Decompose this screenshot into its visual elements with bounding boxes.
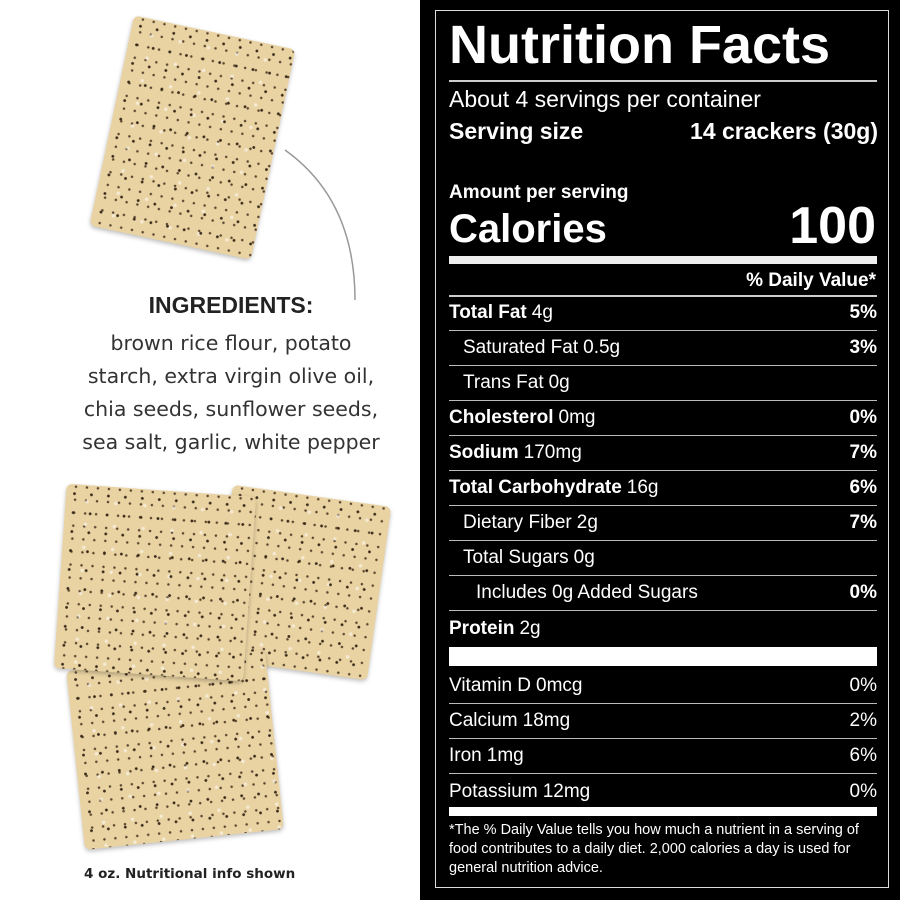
nutrient-row: Protein 2g: [449, 611, 877, 646]
nutrient-amount: 1mg: [486, 745, 524, 766]
product-panel: INGREDIENTS: brown rice flour, potato st…: [0, 0, 420, 900]
label-border: [435, 10, 889, 888]
nutrient-name: Calcium: [449, 710, 518, 731]
nutrient-name: Includes 0g Added Sugars: [476, 582, 698, 603]
nutrient-name: Potassium: [449, 780, 538, 802]
thick-divider: [449, 256, 877, 264]
nutrient-name: Sodium: [449, 442, 519, 463]
thick-divider: [449, 647, 877, 666]
ingredients-line: sea salt, garlic, white pepper: [82, 430, 380, 454]
nutrient-daily-value: 0%: [849, 582, 877, 603]
curved-line-decoration: [284, 149, 356, 301]
calories-value: 100: [789, 197, 876, 255]
nutrient-name: Cholesterol: [449, 407, 554, 428]
nutrient-daily-value: 7%: [849, 442, 877, 463]
ingredients-line: brown rice flour, potato: [110, 331, 352, 355]
nutrient-daily-value: 0%: [849, 675, 877, 696]
nutrient-row: Potassium 12mg 0%: [449, 774, 877, 809]
serving-size-value: 14 crackers (30g): [690, 118, 878, 144]
nutrient-amount: 4g: [531, 302, 553, 323]
nutrient-amount: 0mcg: [536, 675, 583, 696]
nutrient-name: Trans Fat: [463, 372, 544, 393]
nutrient-amount: 16g: [626, 477, 659, 498]
nutrient-amount: 12mg: [542, 780, 591, 802]
nutrient-daily-value: 0%: [849, 407, 877, 428]
ingredients-line: starch, extra virgin olive oil,: [87, 364, 375, 388]
daily-value-footnote: *The % Daily Value tells you how much a …: [449, 822, 859, 876]
cracker-image-front: [53, 483, 257, 682]
nutrient-label: Trans Fat 0g: [449, 372, 570, 394]
nutrient-row: Sodium 170mg 7%: [449, 436, 877, 471]
nutrient-label: Cholesterol 0mg: [449, 407, 596, 429]
nutrient-amount: 18mg: [522, 710, 571, 731]
nutrient-row: Saturated Fat 0.5g 3%: [449, 331, 877, 366]
nutrient-amount: 170mg: [523, 442, 582, 463]
nutrient-daily-value: 0%: [849, 780, 877, 802]
nutrient-name: Saturated Fat: [463, 337, 579, 358]
nutrient-label: Sodium 170mg: [449, 442, 582, 464]
nutrient-name: Total Sugars: [463, 547, 569, 568]
nutrient-row: Total Fat 4g 5%: [449, 296, 877, 331]
nutrient-amount: 2g: [576, 512, 598, 533]
nutrient-daily-value: 6%: [849, 745, 877, 766]
nutrient-label: Total Sugars 0g: [449, 547, 595, 569]
nutrient-amount: 2g: [519, 617, 541, 639]
nutrient-daily-value: 2%: [849, 710, 877, 731]
nutrient-name: Total Carbohydrate: [449, 477, 622, 498]
nutrient-row: Vitamin D 0mcg 0%: [449, 669, 877, 704]
nutrient-label: Potassium 12mg: [449, 781, 590, 803]
divider: [449, 80, 877, 82]
nutrient-name: Total Fat: [449, 302, 527, 323]
servings-per-container: About 4 servings per container: [449, 86, 761, 112]
nutrient-amount: 0.5g: [583, 337, 621, 358]
nutrient-amount: 0g: [548, 372, 570, 393]
nutrient-name: Iron: [449, 745, 482, 766]
ingredients-list: brown rice flour, potato starch, extra v…: [40, 327, 422, 459]
nutrient-amount: 0mg: [558, 407, 596, 428]
amount-per-serving: Amount per serving: [449, 182, 629, 203]
label-title: Nutrition Facts: [449, 15, 831, 75]
nutrition-label: [420, 0, 900, 900]
nutrient-name: Vitamin D: [449, 675, 532, 696]
cracker-image-bottom: [66, 650, 284, 850]
nutrient-daily-value: 5%: [849, 302, 877, 323]
nutrient-name: Protein: [449, 617, 515, 639]
nutrient-row: Includes 0g Added Sugars 0%: [449, 576, 877, 611]
nutrient-row: Cholesterol 0mg 0%: [449, 401, 877, 436]
size-note: 4 oz. Nutritional info shown: [84, 866, 296, 882]
nutrient-label: Protein 2g: [449, 618, 541, 640]
nutrient-label: Total Fat 4g: [449, 302, 553, 324]
nutrient-daily-value: 3%: [849, 337, 877, 358]
nutrient-label: Calcium 18mg: [449, 710, 570, 732]
nutrient-amount: 0g: [573, 547, 595, 568]
nutrient-row: Dietary Fiber 2g 7%: [449, 506, 877, 541]
divider: [449, 295, 877, 297]
ingredients-line: chia seeds, sunflower seeds,: [83, 397, 379, 421]
nutrient-row: Total Carbohydrate 16g 6%: [449, 471, 877, 506]
calories-label: Calories: [449, 207, 607, 251]
nutrient-label: Total Carbohydrate 16g: [449, 477, 658, 499]
ingredients-title: INGREDIENTS:: [148, 292, 314, 318]
nutrient-label: Dietary Fiber 2g: [449, 512, 598, 534]
nutrient-row: Trans Fat 0g: [449, 366, 877, 401]
cracker-image-top: [89, 15, 296, 260]
nutrient-daily-value: 6%: [849, 477, 877, 498]
nutrient-row: Total Sugars 0g: [449, 541, 877, 576]
nutrient-label: Vitamin D 0mcg: [449, 675, 582, 697]
nutrient-label: Iron 1mg: [449, 745, 524, 767]
serving-size-label: Serving size: [449, 118, 584, 144]
nutrient-label: Includes 0g Added Sugars: [449, 582, 703, 604]
daily-value-header: % Daily Value*: [746, 270, 876, 291]
nutrient-row: Iron 1mg 6%: [449, 739, 877, 774]
nutrient-row: Calcium 18mg 2%: [449, 704, 877, 739]
nutrient-label: Saturated Fat 0.5g: [449, 337, 620, 359]
nutrient-daily-value: 7%: [849, 512, 877, 533]
nutrient-name: Dietary Fiber: [463, 512, 572, 533]
thick-divider: [449, 807, 877, 816]
